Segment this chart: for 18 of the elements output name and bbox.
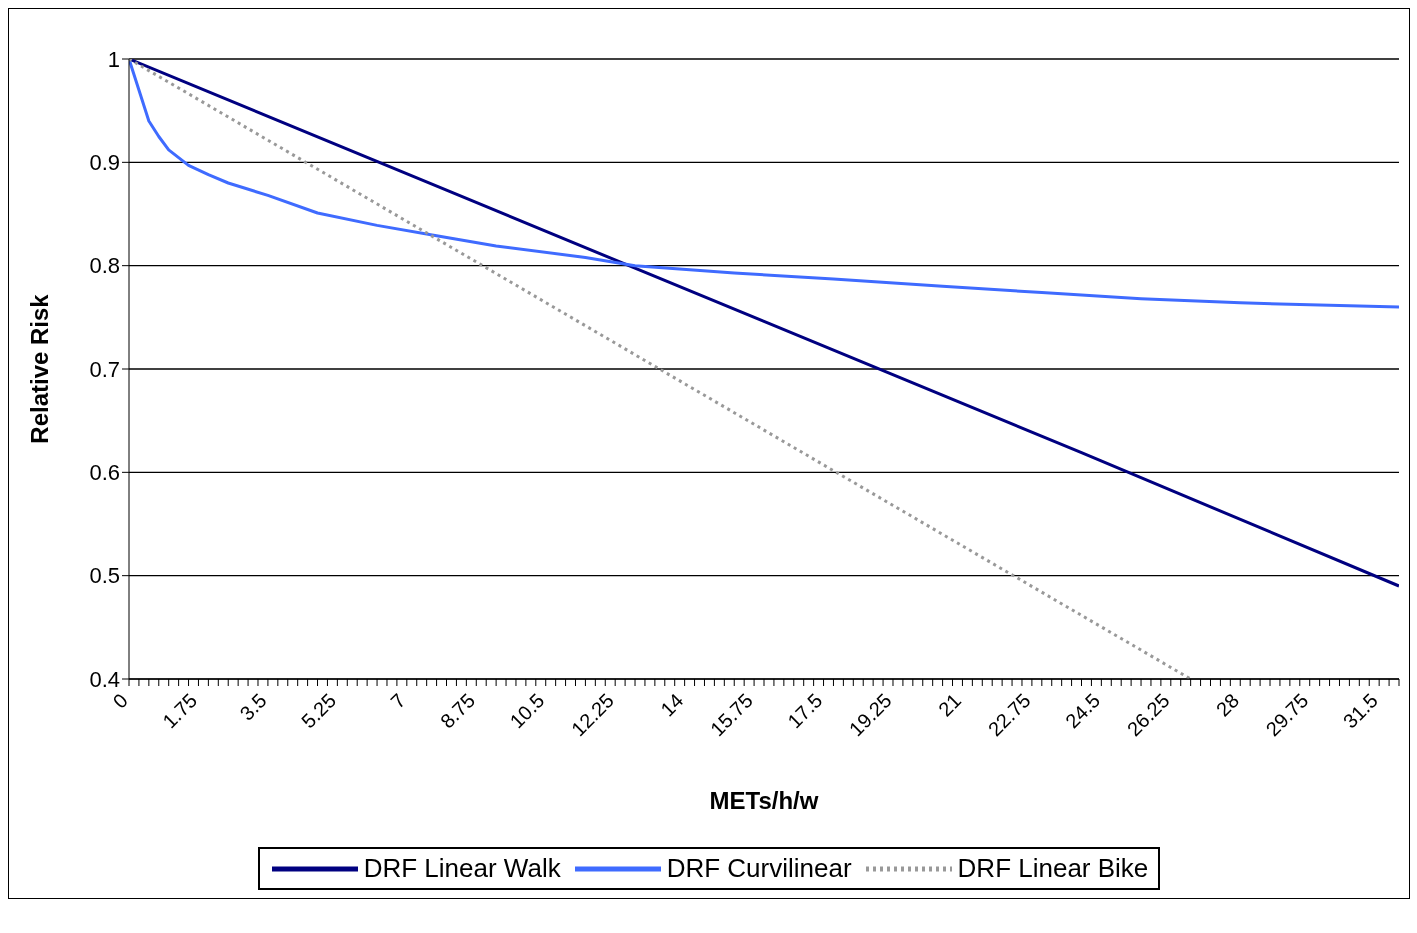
- x-tick-label: 14: [656, 689, 688, 721]
- x-tick-label: 7: [386, 689, 410, 713]
- x-tick-label: 3.5: [235, 689, 271, 725]
- legend-label: DRF Linear Bike: [956, 853, 1149, 884]
- x-tick-label: 21: [933, 689, 966, 721]
- y-tick-label: 0.4: [89, 666, 120, 692]
- y-tick-label: 0.6: [89, 460, 120, 486]
- y-tick-label: 0.7: [89, 356, 120, 382]
- x-tick-label: 0: [108, 689, 132, 713]
- y-tick-label: 0.9: [89, 150, 120, 176]
- y-axis-title: Relative Risk: [25, 293, 53, 444]
- x-axis-title: METs/h/w: [709, 787, 819, 814]
- y-tick-label: 1: [107, 46, 120, 72]
- x-tick-label: 28: [1211, 689, 1244, 721]
- legend-label: DRF Curvilinear: [665, 853, 852, 884]
- y-tick-label: 0.5: [89, 563, 120, 589]
- y-tick-label: 0.8: [89, 253, 120, 279]
- legend-label: DRF Linear Walk: [362, 853, 561, 884]
